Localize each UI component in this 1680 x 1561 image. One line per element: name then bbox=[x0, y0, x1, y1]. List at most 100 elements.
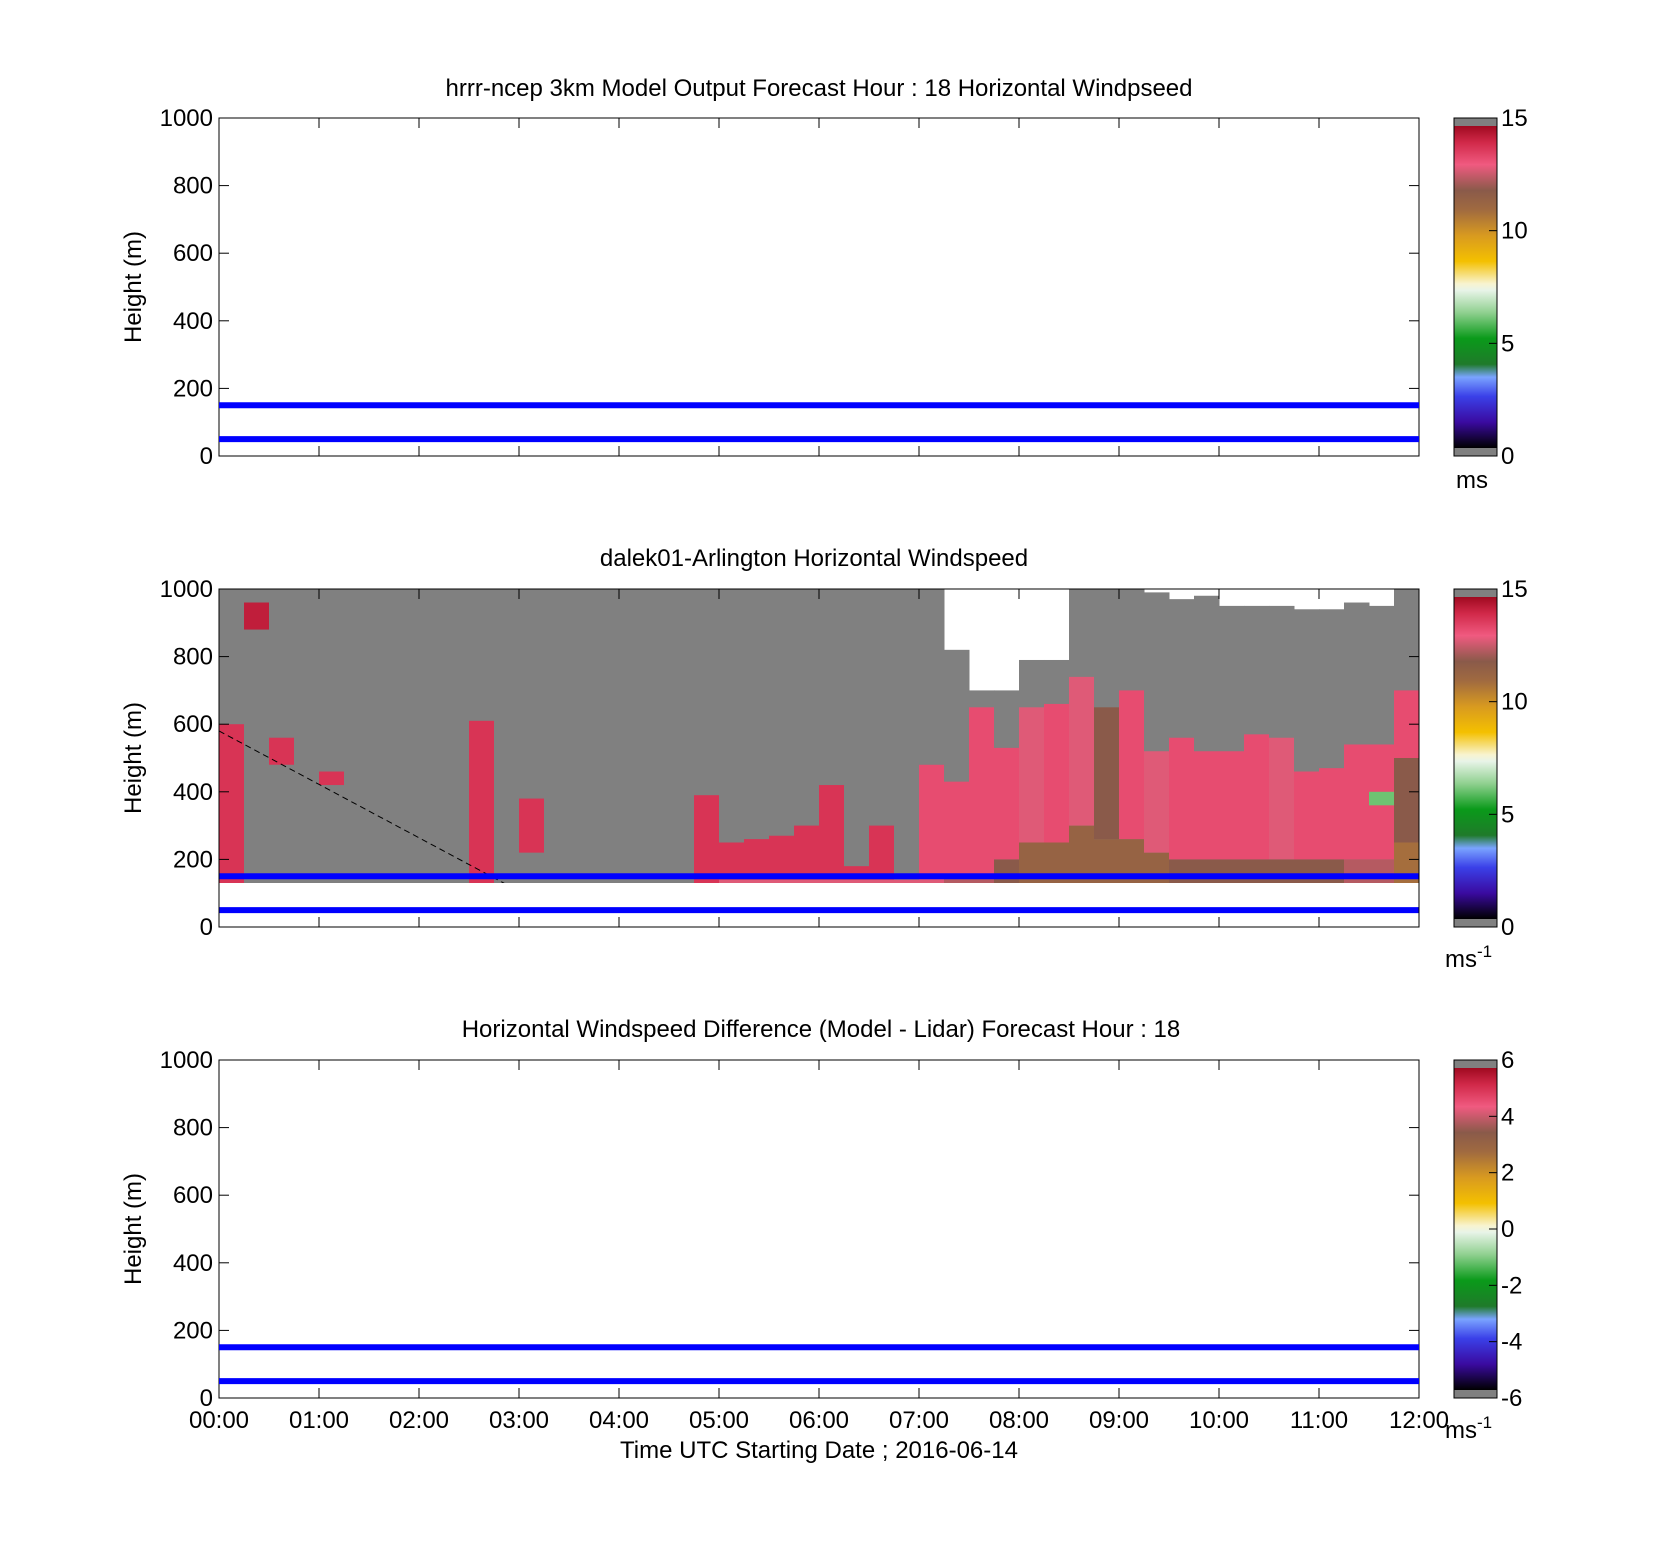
heatmap-cell bbox=[969, 876, 995, 883]
colorbar-gradient bbox=[1454, 126, 1497, 448]
heatmap-cell bbox=[744, 839, 770, 880]
y-tick-label: 400 bbox=[173, 779, 213, 806]
x-tick-label: 02:00 bbox=[389, 1407, 449, 1434]
missing-data-cell bbox=[619, 589, 645, 883]
panel-diff-ylabel: Height (m) bbox=[120, 1173, 147, 1285]
y-tick-label: 1000 bbox=[160, 105, 213, 132]
heatmap-cell bbox=[769, 879, 795, 883]
panel-lidar: dalek01-Arlington Horizontal Windspeed 0… bbox=[120, 545, 1528, 973]
x-tick-label: 12:00 bbox=[1389, 1407, 1449, 1434]
heatmap-cell bbox=[1019, 707, 1045, 843]
panel-diff-colorbar-unit-sup: -1 bbox=[1477, 1413, 1492, 1432]
x-tick-label: 09:00 bbox=[1089, 1407, 1149, 1434]
heatmap-cell bbox=[994, 747, 1020, 860]
missing-data-cell bbox=[344, 589, 370, 883]
heatmap-cell bbox=[869, 825, 895, 880]
heatmap-cell bbox=[794, 879, 820, 883]
missing-data-cell bbox=[844, 589, 870, 883]
x-tick-label: 07:00 bbox=[889, 1407, 949, 1434]
heatmap-cell bbox=[944, 781, 970, 877]
heatmap-cell bbox=[1044, 703, 1070, 843]
panel-model-colorbar-unit: ms bbox=[1456, 467, 1488, 494]
missing-data-cell bbox=[769, 589, 795, 883]
panel-diff-marks bbox=[219, 1344, 1419, 1385]
colorbar-tick-label: -4 bbox=[1501, 1329, 1522, 1356]
panel-model-plot-area bbox=[218, 117, 1420, 457]
x-tick-label: 11:00 bbox=[1290, 1407, 1348, 1434]
missing-data-cell bbox=[894, 589, 920, 883]
heatmap-cell bbox=[469, 720, 495, 883]
heatmap-cell bbox=[1144, 751, 1170, 853]
heatmap-cell bbox=[1369, 791, 1395, 806]
heatmap-cell bbox=[794, 825, 820, 880]
panel-model-title: hrrr-ncep 3km Model Output Forecast Hour… bbox=[446, 75, 1193, 102]
heatmap-cell bbox=[844, 879, 870, 883]
y-tick-label: 0 bbox=[200, 1385, 213, 1412]
panel-model-marks bbox=[219, 402, 1419, 443]
heatmap-cell bbox=[1344, 744, 1370, 860]
y-tick-label: 400 bbox=[173, 1250, 213, 1277]
heatmap-cell bbox=[919, 764, 945, 877]
y-tick-label: 200 bbox=[173, 375, 213, 402]
panel-diff-plot-area bbox=[218, 1059, 1420, 1399]
colorbar-tick-label: -6 bbox=[1501, 1385, 1522, 1412]
heatmap-cell bbox=[819, 879, 845, 883]
colorbar-tick-label: 5 bbox=[1501, 801, 1514, 828]
panel-lidar-colorbar-unit-base: ms bbox=[1445, 946, 1477, 973]
x-tick-label: 01:00 bbox=[289, 1407, 349, 1434]
heatmap-cells bbox=[219, 589, 1419, 883]
missing-data-cell bbox=[744, 589, 770, 883]
missing-data-cell bbox=[544, 589, 570, 883]
y-tick-label: 600 bbox=[173, 711, 213, 738]
missing-data-cell bbox=[369, 589, 395, 883]
heatmap-cell bbox=[1169, 737, 1195, 860]
colorbar-tick-label: 5 bbox=[1501, 330, 1514, 357]
heatmap-cell bbox=[319, 771, 345, 786]
heatmap-cell bbox=[1294, 771, 1320, 860]
panel-lidar-ylabel: Height (m) bbox=[120, 702, 147, 814]
panel-lidar-colorbar-unit-sup: -1 bbox=[1477, 942, 1492, 961]
colorbar-tick-label: 0 bbox=[1501, 914, 1514, 941]
missing-data-cell bbox=[644, 589, 670, 883]
missing-data-cell bbox=[319, 589, 345, 883]
panel-model: hrrr-ncep 3km Model Output Forecast Hour… bbox=[120, 75, 1528, 494]
heatmap-cell bbox=[1244, 734, 1270, 860]
y-tick-label: 0 bbox=[200, 443, 213, 470]
heatmap-cell bbox=[1219, 751, 1245, 860]
missing-data-cell bbox=[294, 589, 320, 883]
panel-diff-colorbar-unit-base: ms bbox=[1445, 1417, 1477, 1444]
heatmap-cell bbox=[869, 879, 895, 883]
colorbar-tick-label: 2 bbox=[1501, 1160, 1514, 1187]
heatmap-cell bbox=[819, 785, 845, 880]
x-tick-label: 04:00 bbox=[589, 1407, 649, 1434]
y-tick-label: 800 bbox=[173, 1115, 213, 1142]
heatmap-cell bbox=[769, 835, 795, 880]
x-axis-label: Time UTC Starting Date ; 2016-06-14 bbox=[620, 1437, 1018, 1464]
shared-x-axis: 00:00 01:00 02:00 03:00 04:00 05:00 06:00 07:00… bbox=[189, 1407, 1449, 1434]
colorbar-tick-label: 15 bbox=[1501, 105, 1528, 132]
heatmap-cell bbox=[919, 876, 945, 883]
missing-data-cell bbox=[269, 589, 295, 883]
missing-data-cell bbox=[244, 589, 270, 883]
colorbar-tick-label: -2 bbox=[1501, 1272, 1522, 1299]
missing-data-cell bbox=[719, 589, 745, 883]
heatmap-cell bbox=[1269, 737, 1295, 860]
panel-diff-yaxis: 0 200 400 600 800 1000 bbox=[160, 1047, 1420, 1412]
colorbar-tick-label: 4 bbox=[1501, 1103, 1514, 1130]
panel-lidar-colorbar-unit: ms-1 bbox=[1445, 942, 1492, 973]
heatmap-cell bbox=[1319, 768, 1345, 860]
missing-data-cell bbox=[569, 589, 595, 883]
colorbar-tick-label: 10 bbox=[1501, 689, 1528, 716]
missing-data-cell bbox=[419, 589, 445, 883]
colorbar-tick-label: 15 bbox=[1501, 576, 1528, 603]
heatmap-cell bbox=[1194, 751, 1220, 860]
panel-lidar-title: dalek01-Arlington Horizontal Windspeed bbox=[600, 545, 1028, 572]
heatmap-cell bbox=[1119, 690, 1145, 840]
missing-data-cell bbox=[594, 589, 620, 883]
x-tick-label: 06:00 bbox=[789, 1407, 849, 1434]
y-tick-label: 600 bbox=[173, 1182, 213, 1209]
panel-lidar-marks bbox=[219, 589, 1419, 914]
panel-lidar-colorbar: 0 5 10 15 bbox=[1453, 576, 1528, 941]
x-tick-label: 08:00 bbox=[989, 1407, 1049, 1434]
y-tick-label: 800 bbox=[173, 644, 213, 671]
